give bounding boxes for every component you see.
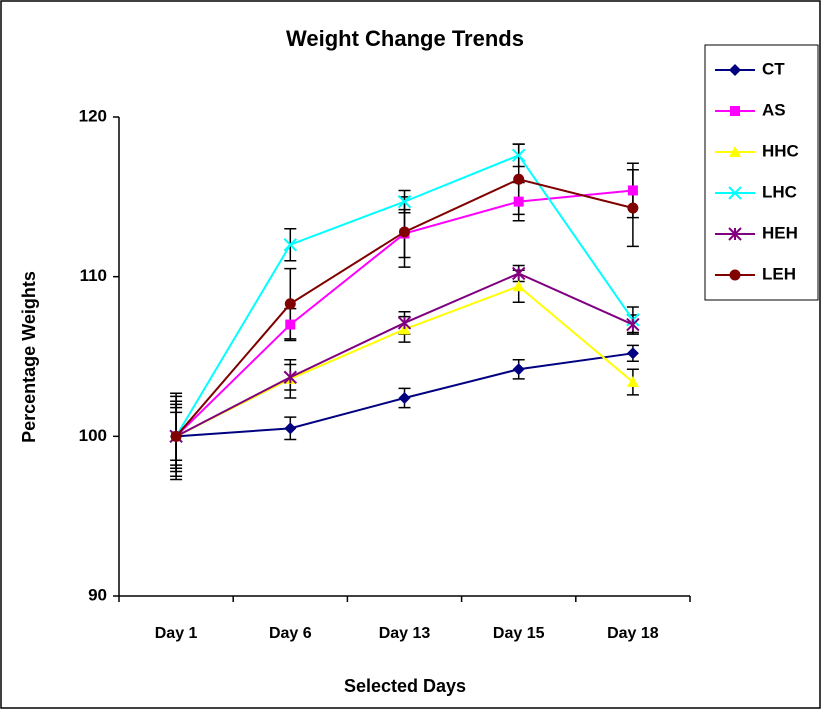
marker — [397, 316, 412, 330]
x-tick-label: Day 18 — [607, 625, 659, 642]
marker — [397, 194, 412, 209]
marker — [626, 317, 640, 332]
marker — [284, 298, 296, 310]
marker — [730, 106, 740, 116]
legend-label: LEH — [762, 264, 796, 283]
marker — [512, 363, 525, 376]
marker — [398, 392, 411, 405]
y-tick-label: 120 — [79, 106, 107, 125]
marker — [626, 376, 639, 388]
y-tick-label: 110 — [80, 266, 107, 285]
marker — [513, 196, 524, 207]
marker — [729, 146, 741, 157]
marker — [729, 269, 741, 281]
marker — [729, 64, 741, 76]
x-tick-label: Day 1 — [155, 625, 198, 642]
marker — [512, 280, 525, 292]
y-tick-label: 90 — [88, 585, 107, 604]
marker — [284, 422, 297, 435]
marker — [283, 238, 298, 252]
legend-label: CT — [762, 59, 785, 78]
chart-title: Weight Change Trends — [286, 26, 524, 51]
x-tick-label: Day 13 — [379, 625, 431, 642]
marker — [283, 370, 298, 384]
legend-label: AS — [762, 100, 786, 119]
legend-label: LHC — [762, 182, 797, 201]
marker — [626, 347, 639, 360]
marker — [728, 227, 742, 241]
y-tick-label: 100 — [79, 426, 107, 445]
legend-label: HEH — [762, 223, 798, 242]
marker — [627, 185, 638, 196]
x-tick-label: Day 6 — [269, 625, 312, 642]
marker — [511, 148, 526, 163]
marker — [627, 202, 639, 214]
marker — [513, 173, 525, 185]
x-axis-label: Selected Days — [344, 676, 466, 696]
x-tick-label: Day 15 — [493, 625, 545, 642]
marker — [170, 430, 182, 442]
marker — [728, 186, 742, 200]
legend-box — [704, 44, 819, 301]
marker — [399, 226, 410, 238]
y-axis-label: Percentage Weights — [19, 271, 39, 443]
legend-label: HHC — [762, 141, 799, 160]
marker — [511, 266, 526, 281]
marker — [285, 319, 296, 330]
